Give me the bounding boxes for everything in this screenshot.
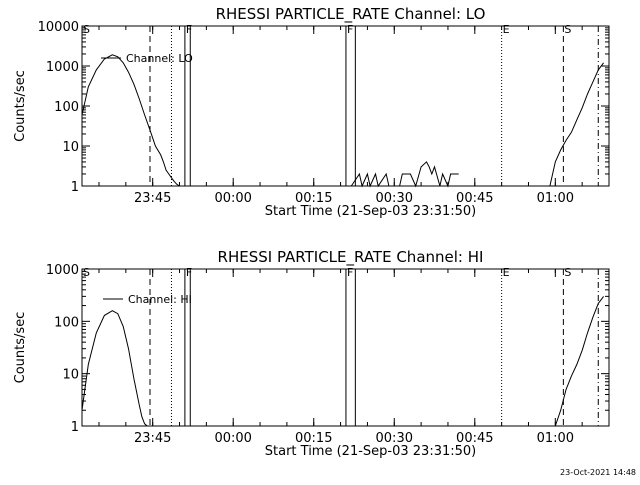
y-tick-label: 1 — [71, 420, 79, 435]
event-marker-label: F — [186, 266, 192, 279]
event-marker-label: E — [503, 266, 510, 279]
event-marker-label: F — [186, 23, 192, 36]
y-axis-label: Counts/sec — [13, 70, 28, 142]
x-tick-label: 23:45 — [134, 191, 171, 206]
y-tick-label: 1 — [71, 180, 79, 195]
event-marker-label: E — [503, 23, 510, 36]
series-line — [81, 296, 604, 427]
event-marker-label: S — [564, 23, 571, 36]
y-tick-label: 10 — [62, 140, 79, 155]
x-tick-label: 00:30 — [376, 431, 413, 446]
y-tick-label: 100 — [54, 100, 79, 115]
x-tick-label: 00:15 — [295, 431, 332, 446]
x-tick-label: 01:00 — [537, 191, 574, 206]
chart-panel-1: RHESSI PARTICLE_RATE Channel: LO 1 10 100 10… — [13, 5, 610, 219]
x-tick-label: 00:45 — [456, 191, 493, 206]
legend-entry: Channel: HI — [128, 293, 192, 306]
x-tick-label: 00:00 — [214, 431, 251, 446]
y-tick-label: 1000 — [46, 60, 79, 75]
chart-panel-2: RHESSI PARTICLE_RATE Channel: HI 1 10 100 10… — [13, 248, 610, 459]
x-axis-label: Start Time (21-Sep-03 23:31:50) — [265, 204, 476, 219]
legend-entry: Channel: LO — [126, 52, 193, 65]
event-marker-label: F — [347, 266, 353, 279]
x-tick-label: 00:30 — [376, 191, 413, 206]
x-axis-label: Start Time (21-Sep-03 23:31:50) — [265, 444, 476, 459]
x-tick-label: 01:00 — [537, 431, 574, 446]
x-tick-label: 00:00 — [214, 191, 251, 206]
x-tick-label: 23:45 — [134, 431, 171, 446]
series-line — [81, 54, 605, 188]
event-marker-label: S — [83, 266, 90, 279]
event-marker-label: F — [347, 23, 353, 36]
y-tick-label: 10 — [62, 368, 79, 383]
footer-timestamp: 23-Oct-2021 14:48 — [560, 468, 636, 477]
event-marker-label: S — [564, 266, 571, 279]
y-tick-label: 100 — [54, 315, 79, 330]
chart-title: RHESSI PARTICLE_RATE Channel: LO — [216, 5, 486, 24]
event-marker-label: S — [83, 23, 90, 36]
y-tick-label: 1000 — [46, 263, 79, 278]
chart-title: RHESSI PARTICLE_RATE Channel: HI — [218, 248, 484, 267]
x-tick-label: 00:45 — [456, 431, 493, 446]
y-axis-label: Counts/sec — [13, 312, 28, 384]
y-tick-label: 10000 — [38, 20, 79, 35]
x-tick-label: 00:15 — [295, 191, 332, 206]
